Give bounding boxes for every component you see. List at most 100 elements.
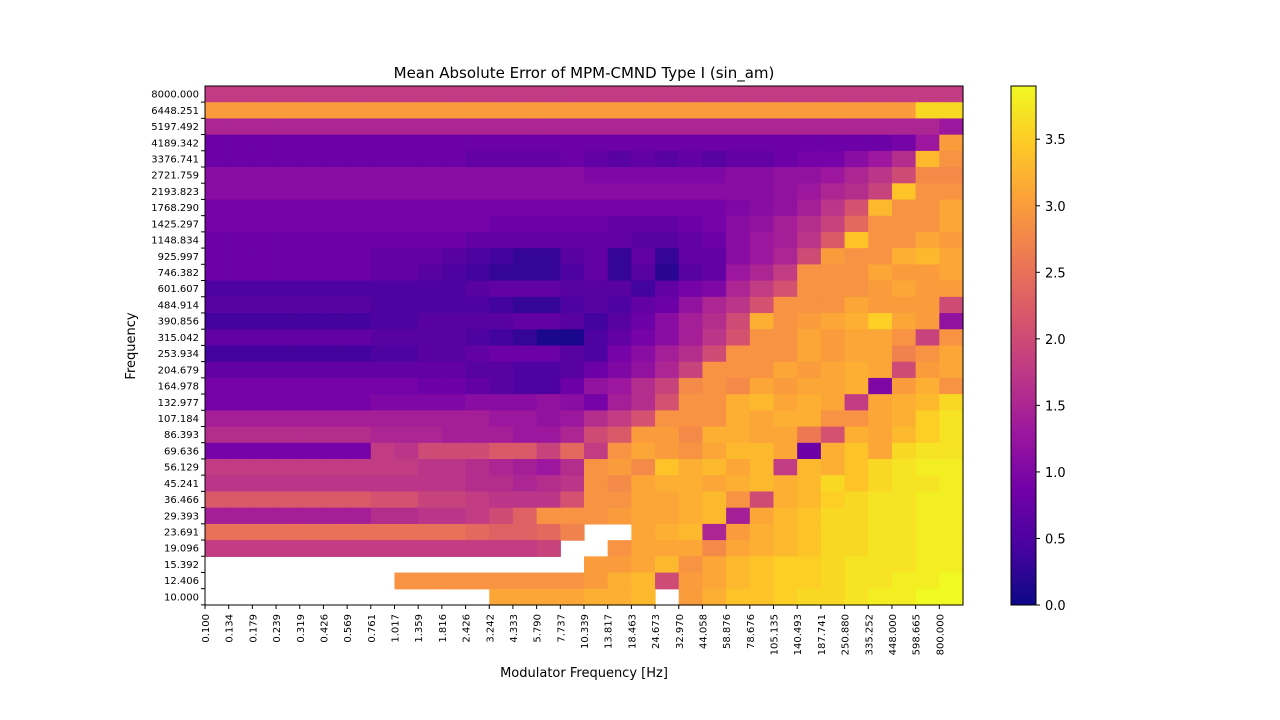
heatmap-cell	[939, 134, 964, 152]
heatmap-cell	[465, 475, 490, 493]
heatmap-cell	[584, 442, 609, 460]
heatmap-cell	[441, 231, 467, 249]
heatmap-cell	[252, 280, 277, 298]
x-tick-label: 32.970	[675, 614, 686, 649]
heatmap-cell	[560, 459, 585, 476]
heatmap-cell	[489, 329, 514, 347]
heatmap-cell	[441, 410, 467, 428]
heatmap-cell	[323, 150, 348, 168]
heatmap-cell	[489, 361, 514, 379]
heatmap-cell	[347, 491, 372, 509]
heatmap-cell	[228, 199, 253, 217]
heatmap-cell	[205, 345, 230, 363]
chart-title: Mean Absolute Error of MPM-CMND Type I (…	[394, 64, 775, 83]
heatmap-cell	[370, 296, 396, 314]
heatmap-cell	[797, 507, 822, 525]
heatmap-cell	[512, 394, 538, 411]
heatmap-cell	[536, 329, 561, 347]
colorbar-tick-label: 3.0	[1045, 200, 1066, 215]
x-tick-label: 250.880	[841, 614, 852, 655]
heatmap-cell	[584, 118, 609, 136]
heatmap-cell	[915, 442, 940, 460]
heatmap-cell	[228, 134, 253, 152]
heatmap-cell	[394, 345, 419, 363]
heatmap-cell	[655, 150, 680, 168]
heatmap-cell	[844, 345, 869, 363]
heatmap-cell	[678, 442, 704, 460]
heatmap-cell	[441, 118, 467, 136]
heatmap-cell	[323, 394, 348, 411]
heatmap-cell	[607, 491, 632, 509]
heatmap-cell	[394, 459, 419, 476]
heatmap-cell	[820, 491, 846, 509]
heatmap-cell	[607, 556, 632, 574]
heatmap-cell	[512, 410, 538, 428]
heatmap-cell	[891, 231, 917, 249]
heatmap-cell	[891, 199, 917, 217]
heatmap-cell	[749, 588, 775, 606]
heatmap-cell	[749, 410, 775, 428]
heatmap-cell	[797, 361, 822, 379]
heatmap-cell	[844, 86, 869, 103]
heatmap-cell	[726, 199, 751, 217]
x-tick-label: 0.569	[343, 614, 354, 643]
heatmap-cell	[252, 442, 277, 460]
heatmap-cell	[915, 264, 940, 282]
heatmap-cell	[773, 264, 798, 282]
heatmap-cell	[370, 507, 396, 525]
heatmap-cell	[726, 86, 751, 103]
heatmap-cell	[891, 280, 917, 298]
heatmap-cell	[797, 199, 822, 217]
heatmap-cell	[820, 410, 846, 428]
heatmap-cell	[844, 150, 869, 168]
x-axis-ticks: 0.100 0.134 0.179 0.239 0.319 0.426 0.569 0.761…	[201, 605, 946, 655]
heatmap-cell	[844, 329, 869, 347]
heatmap-cell	[631, 296, 656, 314]
heatmap-cell	[655, 248, 680, 266]
heatmap-cell	[560, 410, 585, 428]
heatmap-cell	[276, 264, 301, 282]
heatmap-cell	[820, 329, 846, 347]
heatmap-cell	[394, 215, 419, 233]
heatmap-cell	[512, 523, 538, 541]
heatmap-cell	[441, 394, 467, 411]
heatmap-cell	[844, 167, 869, 184]
y-tick-label: 315.042	[158, 333, 199, 344]
heatmap-cell	[512, 329, 538, 347]
heatmap-cell	[868, 475, 893, 493]
heatmap-cell	[441, 329, 467, 347]
heatmap-cell	[939, 394, 964, 411]
x-tick-label: 598.665	[912, 614, 923, 655]
heatmap-cell	[702, 150, 727, 168]
heatmap-cell	[418, 280, 443, 298]
heatmap-cell	[939, 313, 964, 330]
heatmap-cell	[323, 118, 348, 136]
heatmap-cell	[560, 345, 585, 363]
x-tick-label: 18.463	[627, 614, 638, 649]
heatmap-cell	[655, 215, 680, 233]
heatmap-cell	[820, 588, 846, 606]
heatmap-cell	[607, 134, 632, 152]
heatmap-cell	[631, 426, 656, 444]
heatmap-cell	[678, 313, 704, 330]
heatmap-cell	[915, 215, 940, 233]
heatmap-cell	[299, 523, 325, 541]
heatmap-cell	[489, 231, 514, 249]
heatmap-cell	[228, 507, 253, 525]
heatmap-cell	[915, 329, 940, 347]
heatmap-cell	[323, 377, 348, 395]
heatmap-cell	[726, 491, 751, 509]
heatmap-cell	[536, 215, 561, 233]
heatmap-cell	[276, 313, 301, 330]
heatmap-cell	[536, 442, 561, 460]
heatmap-cell	[394, 540, 419, 557]
heatmap-cell	[631, 183, 656, 201]
heatmap-cell	[773, 215, 798, 233]
heatmap-cell	[655, 572, 680, 590]
heatmap-cell	[228, 183, 253, 201]
heatmap-cell	[560, 264, 585, 282]
heatmap-cell	[347, 199, 372, 217]
heatmap-cell	[891, 102, 917, 120]
y-tick-label: 36.466	[164, 495, 199, 506]
